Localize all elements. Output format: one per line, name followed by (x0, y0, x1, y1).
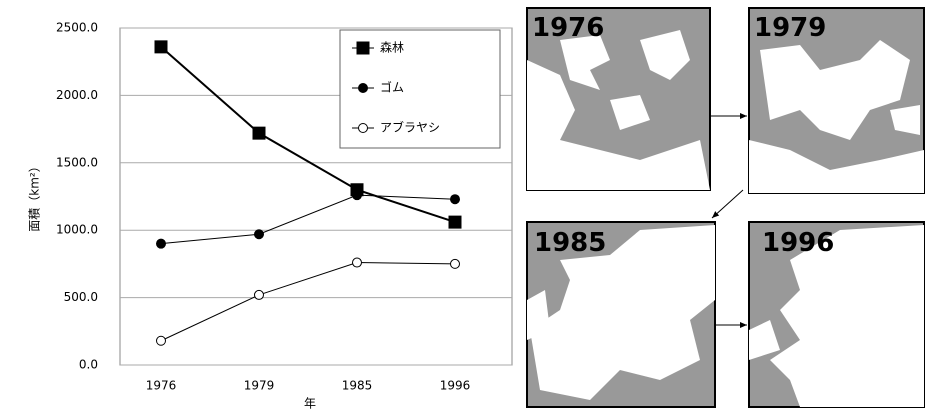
y-tick-label: 2000.0 (56, 88, 98, 102)
map-1996: 1996 (749, 222, 924, 407)
x-tick-label: 1985 (342, 379, 373, 393)
map-1985: 1985 (527, 222, 715, 407)
marker (353, 258, 362, 267)
marker (451, 195, 460, 204)
map-label: 1979 (754, 13, 826, 43)
marker (255, 290, 264, 299)
y-tick-label: 1500.0 (56, 155, 98, 169)
y-tick-label: 1000.0 (56, 223, 98, 237)
map-label: 1996 (762, 228, 834, 258)
marker (353, 191, 362, 200)
legend-label: 森林 (380, 40, 404, 55)
map-1979: 1979 (749, 8, 924, 193)
marker (255, 230, 264, 239)
legend-marker (359, 124, 368, 133)
marker (155, 41, 167, 53)
maps: 1976 1979 1985 1996 (527, 8, 924, 407)
map-label: 1976 (532, 13, 604, 43)
legend-marker (359, 84, 368, 93)
series-line (161, 195, 455, 244)
arrow (712, 190, 743, 218)
map-1976: 1976 (527, 8, 710, 190)
map-label: 1985 (534, 228, 606, 258)
y-tick-label: 0.0 (79, 358, 98, 372)
marker (451, 259, 460, 268)
marker (253, 127, 265, 139)
figure: 1976 1979 1985 1996 年 面積（km²） 0.0 500.0 10… (0, 0, 925, 414)
x-tick-label: 1996 (440, 379, 471, 393)
y-axis-label: 面積（km²） (27, 160, 42, 231)
series-line (161, 263, 455, 341)
marker (449, 216, 461, 228)
legend-marker (357, 42, 369, 54)
legend-label: アブラヤシ (380, 120, 440, 135)
x-tick-label: 1979 (244, 379, 275, 393)
marker (157, 336, 166, 345)
x-tick-label: 1976 (146, 379, 177, 393)
marker (157, 239, 166, 248)
y-tick-label: 2500.0 (56, 21, 98, 35)
y-tick-label: 500.0 (64, 290, 98, 304)
x-axis-label: 年 (304, 397, 316, 411)
legend-label: ゴム (380, 80, 404, 95)
